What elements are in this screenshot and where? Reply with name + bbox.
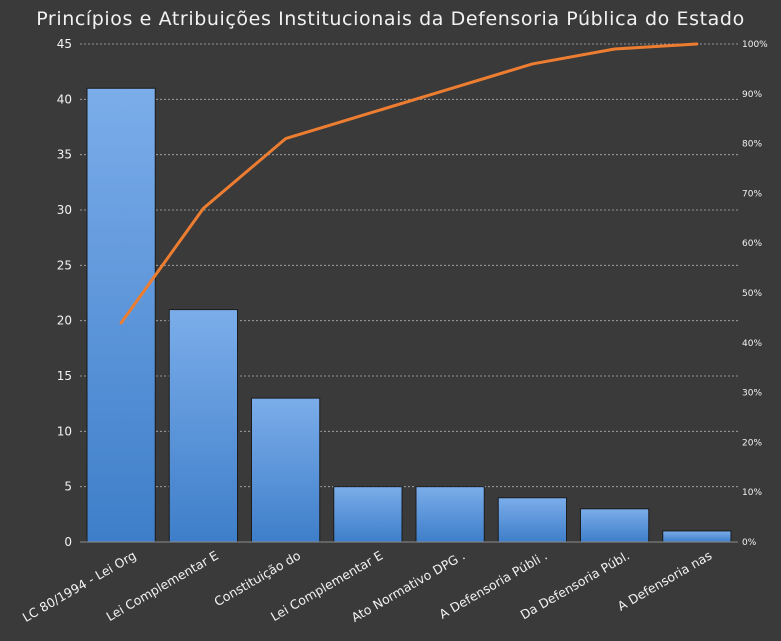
y2-tick-label: 10%: [742, 488, 762, 498]
y-tick-label: 15: [57, 369, 72, 383]
y2-tick-label: 60%: [742, 239, 762, 249]
y-tick-label: 40: [57, 92, 72, 106]
y2-tick-label: 100%: [742, 40, 768, 50]
y2-tick-label: 0%: [742, 538, 757, 548]
bar: [579, 508, 650, 543]
y2-tick-label: 30%: [742, 389, 762, 399]
y2-tick-label: 20%: [742, 438, 762, 448]
y-tick-label: 20: [57, 314, 72, 328]
y2-tick-label: 70%: [742, 189, 762, 199]
bar: [168, 309, 239, 543]
bar: [250, 397, 321, 543]
y-tick-label: 0: [64, 535, 72, 549]
y-tick-label: 10: [57, 424, 72, 438]
y2-tick-label: 90%: [742, 90, 762, 100]
y2-tick-label: 50%: [742, 289, 762, 299]
y-tick-label: 25: [57, 258, 72, 272]
y-tick-label: 30: [57, 203, 72, 217]
y-tick-label: 5: [64, 480, 72, 494]
y-tick-label: 45: [57, 37, 72, 51]
bar: [333, 486, 403, 543]
bar: [497, 497, 568, 543]
cumulative-line: [119, 42, 699, 325]
bar: [86, 87, 156, 543]
y2-tick-label: 40%: [742, 339, 762, 349]
bar: [662, 530, 732, 543]
bar: [415, 486, 485, 543]
y-tick-label: 35: [57, 148, 72, 162]
chart-title: Princípios e Atribuições Institucionais …: [36, 8, 745, 30]
y2-tick-label: 80%: [742, 140, 762, 150]
